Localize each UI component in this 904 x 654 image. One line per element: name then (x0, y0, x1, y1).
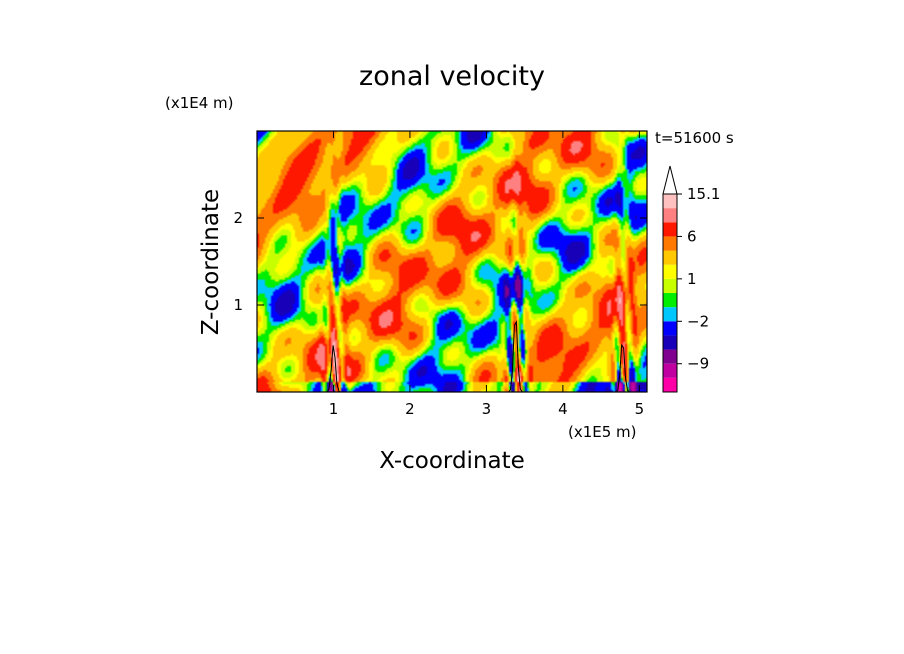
colorbar-label: −2 (687, 312, 709, 330)
colorbar-label: 15.1 (687, 185, 720, 203)
y-axis-title: Z-coordinate (198, 189, 224, 335)
colorbar-swatch (663, 208, 677, 223)
y-tick-label: 1 (233, 296, 243, 314)
colorbar-label: 6 (687, 227, 697, 245)
colorbar-label: 1 (687, 270, 697, 288)
colorbar-swatch (663, 307, 677, 322)
colorbar-swatch (663, 335, 677, 350)
colorbar-swatch (663, 293, 677, 308)
y-axis: 12 (233, 209, 647, 314)
y-unit-label: (x1E4 m) (165, 94, 234, 112)
colorbar: −9 −2 1 6 15.1 (662, 165, 720, 393)
colorbar-swatch (663, 349, 677, 364)
plot-area (256, 130, 648, 393)
x-tick-label: 1 (329, 400, 339, 418)
time-label: t=51600 s (655, 129, 734, 147)
velocity-field (257, 131, 647, 392)
colorbar-swatch (663, 363, 677, 378)
x-axis: 1 2 3 4 5 (329, 131, 644, 418)
chart-title: zonal velocity (359, 61, 545, 92)
colorbar-swatch (663, 377, 677, 392)
colorbar-swatch (663, 236, 677, 251)
colorbar-swatch (663, 264, 677, 279)
colorbar-label: −9 (687, 355, 709, 373)
colorbar-extend-triangle (662, 165, 678, 195)
colorbar-frame (662, 193, 678, 393)
x-tick-label: 5 (635, 400, 645, 418)
colorbar-swatch (663, 250, 677, 265)
colorbar-swatch (663, 194, 677, 209)
colorbar-swatch (663, 321, 677, 336)
y-tick-label: 2 (233, 209, 243, 227)
colorbar-swatch (663, 222, 677, 237)
x-tick-label: 2 (405, 400, 415, 418)
x-tick-label: 4 (558, 400, 568, 418)
colorbar-swatch (663, 278, 677, 293)
x-axis-title: X-coordinate (379, 448, 525, 474)
x-unit-label: (x1E5 m) (568, 423, 637, 441)
plot-frame (256, 130, 648, 393)
x-tick-label: 3 (482, 400, 492, 418)
